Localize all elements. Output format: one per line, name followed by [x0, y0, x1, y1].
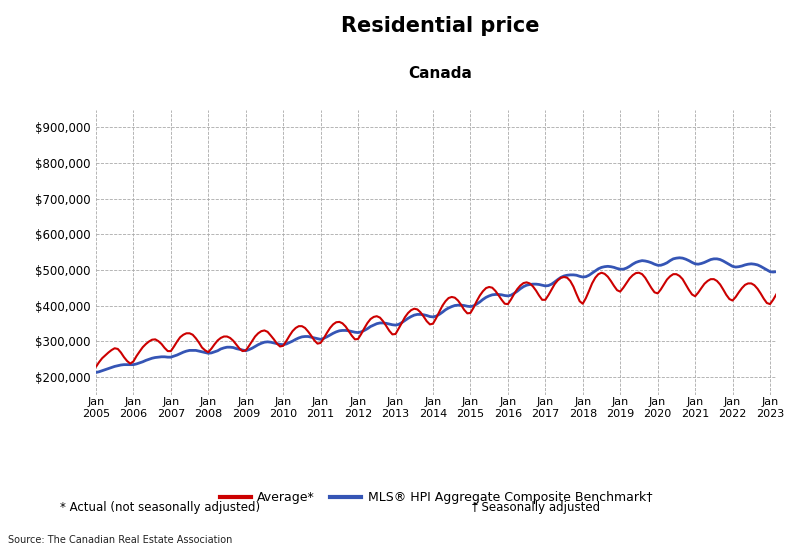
Text: Source: The Canadian Real Estate Association: Source: The Canadian Real Estate Associa… [8, 535, 232, 545]
Text: † Seasonally adjusted: † Seasonally adjusted [472, 501, 600, 515]
Legend: Average*, MLS® HPI Aggregate Composite Benchmark†: Average*, MLS® HPI Aggregate Composite B… [215, 486, 657, 509]
Text: Residential price: Residential price [341, 16, 539, 36]
Text: * Actual (not seasonally adjusted): * Actual (not seasonally adjusted) [60, 501, 260, 515]
Text: Canada: Canada [408, 66, 472, 81]
